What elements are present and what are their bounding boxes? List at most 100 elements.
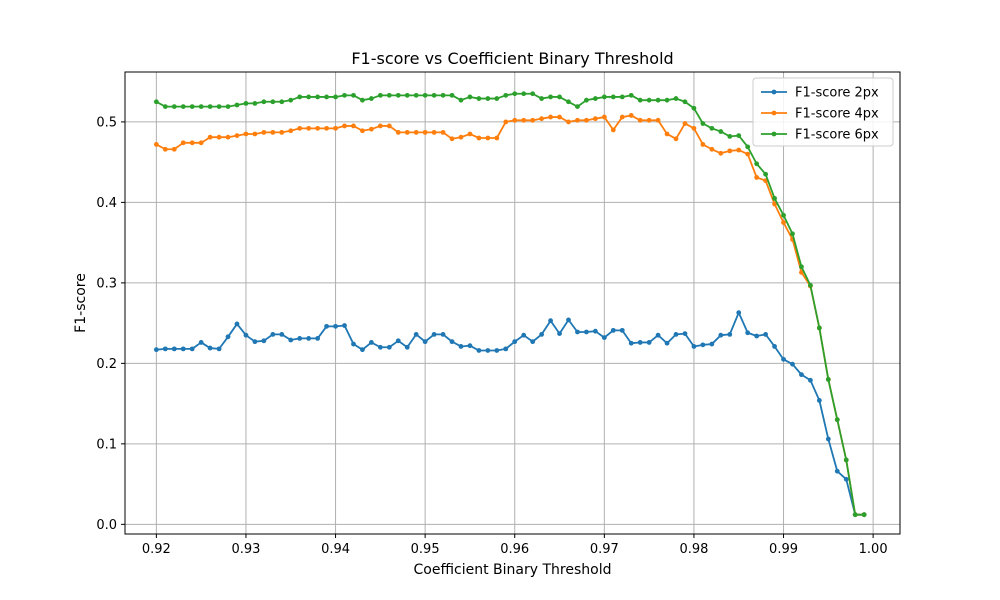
legend-item: F1-score 6px bbox=[761, 128, 879, 143]
data-point bbox=[351, 123, 356, 129]
legend: F1-score 2px F1-score 4px F1-score 6px bbox=[752, 77, 894, 147]
data-point bbox=[637, 117, 643, 123]
data-point bbox=[727, 148, 733, 154]
data-point bbox=[171, 104, 177, 110]
data-point bbox=[530, 339, 536, 345]
data-point bbox=[619, 327, 625, 333]
data-point bbox=[754, 161, 760, 167]
data-point bbox=[816, 325, 822, 331]
data-point bbox=[377, 92, 383, 98]
data-point bbox=[628, 92, 634, 98]
data-point bbox=[521, 332, 527, 338]
data-point bbox=[754, 333, 760, 339]
data-point bbox=[440, 129, 446, 135]
legend-label: F1-score 6px bbox=[795, 128, 879, 143]
y-axis-label: F1-score bbox=[73, 273, 89, 333]
data-point bbox=[243, 100, 249, 106]
data-point bbox=[548, 318, 553, 324]
data-point bbox=[377, 123, 383, 129]
data-point bbox=[619, 114, 625, 120]
data-point bbox=[467, 343, 473, 349]
data-point bbox=[422, 129, 428, 135]
series-line bbox=[155, 114, 865, 516]
data-point bbox=[261, 338, 267, 344]
y-tick-label: 0.1 bbox=[96, 437, 117, 452]
data-point bbox=[843, 476, 849, 482]
data-point bbox=[682, 121, 688, 126]
data-point bbox=[584, 97, 589, 103]
data-point bbox=[458, 134, 464, 140]
data-point bbox=[816, 397, 822, 403]
data-point bbox=[270, 99, 276, 105]
series-layer bbox=[153, 91, 867, 518]
x-tick-label: 0.99 bbox=[769, 542, 798, 557]
data-point bbox=[825, 377, 831, 382]
data-point bbox=[485, 135, 491, 141]
data-point bbox=[673, 96, 679, 101]
data-point bbox=[252, 131, 258, 137]
data-point bbox=[709, 146, 715, 152]
axes-layer: 0.92 0.93 0.94 0.95 0.96 0.97 0.98 0.99 1.00 0.0 0… bbox=[96, 115, 887, 557]
data-point bbox=[243, 131, 249, 137]
data-point bbox=[198, 104, 204, 110]
data-point bbox=[610, 327, 616, 333]
data-point bbox=[539, 96, 545, 101]
chart-title: F1-score vs Coefficient Binary Threshold bbox=[351, 49, 673, 68]
data-point bbox=[288, 128, 294, 134]
data-point bbox=[431, 331, 437, 337]
data-point bbox=[189, 346, 195, 352]
legend-swatch-marker bbox=[771, 131, 777, 137]
data-point bbox=[476, 348, 482, 353]
data-point bbox=[386, 344, 392, 350]
data-point bbox=[315, 336, 321, 341]
x-tick-label: 0.95 bbox=[411, 542, 440, 557]
y-tick-label: 0.4 bbox=[96, 196, 117, 211]
data-point bbox=[628, 340, 634, 346]
data-point bbox=[153, 347, 159, 353]
data-point bbox=[360, 347, 365, 353]
data-point bbox=[745, 330, 751, 336]
x-tick-label: 1.00 bbox=[859, 542, 888, 557]
data-point bbox=[368, 96, 374, 101]
data-point bbox=[548, 94, 553, 100]
data-point bbox=[333, 94, 338, 100]
data-point bbox=[368, 340, 374, 345]
data-point bbox=[297, 336, 303, 341]
x-axis-label: Coefficient Binary Threshold bbox=[414, 562, 612, 578]
data-point bbox=[485, 96, 491, 101]
data-point bbox=[843, 457, 849, 463]
data-point bbox=[503, 92, 509, 98]
y-tick-label: 0.5 bbox=[96, 115, 117, 130]
y-tick-label: 0.2 bbox=[96, 357, 117, 372]
data-point bbox=[637, 97, 643, 103]
data-point bbox=[342, 92, 347, 98]
data-point bbox=[198, 140, 204, 146]
data-point bbox=[189, 140, 195, 146]
data-point bbox=[207, 104, 213, 110]
legend-swatch-marker bbox=[771, 89, 777, 95]
data-point bbox=[530, 91, 536, 97]
data-point bbox=[297, 94, 303, 100]
data-point bbox=[584, 329, 589, 335]
data-point bbox=[234, 321, 240, 327]
data-point bbox=[754, 175, 760, 180]
data-point bbox=[413, 331, 419, 337]
series-line bbox=[156, 311, 865, 516]
data-point bbox=[575, 329, 580, 335]
data-point bbox=[808, 377, 813, 383]
data-point bbox=[440, 331, 446, 337]
data-point bbox=[333, 323, 338, 329]
data-point bbox=[745, 144, 751, 150]
data-point bbox=[216, 134, 222, 140]
plot-frame bbox=[124, 71, 901, 535]
data-point bbox=[628, 113, 634, 118]
data-point bbox=[270, 331, 276, 337]
data-point bbox=[772, 201, 777, 207]
data-point bbox=[467, 131, 473, 137]
data-point bbox=[422, 339, 428, 345]
data-point bbox=[279, 129, 285, 135]
data-point bbox=[261, 129, 267, 135]
data-point bbox=[288, 337, 294, 343]
